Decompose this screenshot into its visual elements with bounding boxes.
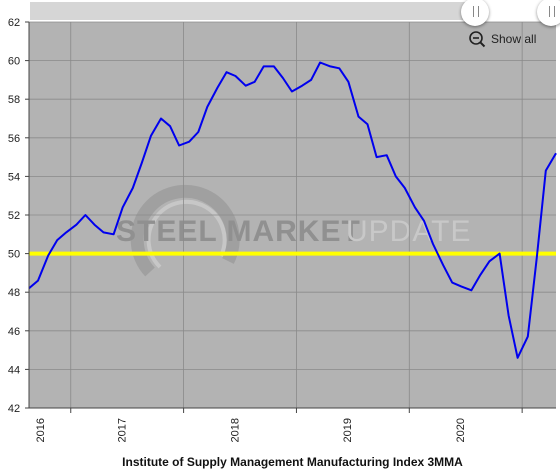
range-handle-left[interactable] — [461, 0, 489, 26]
navigator-track — [30, 2, 560, 20]
y-tick-label: 58 — [8, 94, 20, 106]
zoom-out-icon — [469, 31, 486, 48]
y-tick-label: 60 — [8, 56, 20, 68]
series-line — [28, 61, 557, 359]
range-navigator[interactable] — [30, 2, 560, 20]
y-tick-label: 46 — [8, 326, 20, 338]
show-all-label: Show all — [491, 32, 537, 46]
y-tick-label: 48 — [8, 287, 20, 299]
y-tick-label: 56 — [8, 133, 20, 145]
y-tick-label: 62 — [8, 17, 20, 29]
watermark-logo: STEEL MARKET UPDATE — [116, 184, 471, 277]
y-tick-label: 50 — [8, 249, 20, 261]
x-tick-label: 2017 — [117, 418, 129, 442]
x-tick-label: 2020 — [455, 418, 467, 442]
x-tick-label: 2019 — [342, 418, 354, 442]
watermark-text-light: UPDATE — [346, 215, 471, 248]
x-tick-label: 2018 — [229, 418, 241, 442]
x-tick-label: 2016 — [35, 418, 47, 442]
range-handle-right[interactable] — [537, 0, 560, 26]
y-tick-label: 42 — [8, 403, 20, 415]
show-all-button[interactable]: Show all — [468, 28, 536, 50]
navigator-window — [475, 2, 550, 20]
y-tick-label: 54 — [8, 171, 20, 183]
watermark-text-bold: STEEL MARKET — [116, 215, 361, 248]
watermark-swoosh-icon — [130, 184, 240, 277]
y-tick-label: 44 — [8, 364, 20, 376]
y-tick-label: 52 — [8, 210, 20, 222]
chart-caption: Institute of Supply Management Manufactu… — [122, 455, 463, 469]
